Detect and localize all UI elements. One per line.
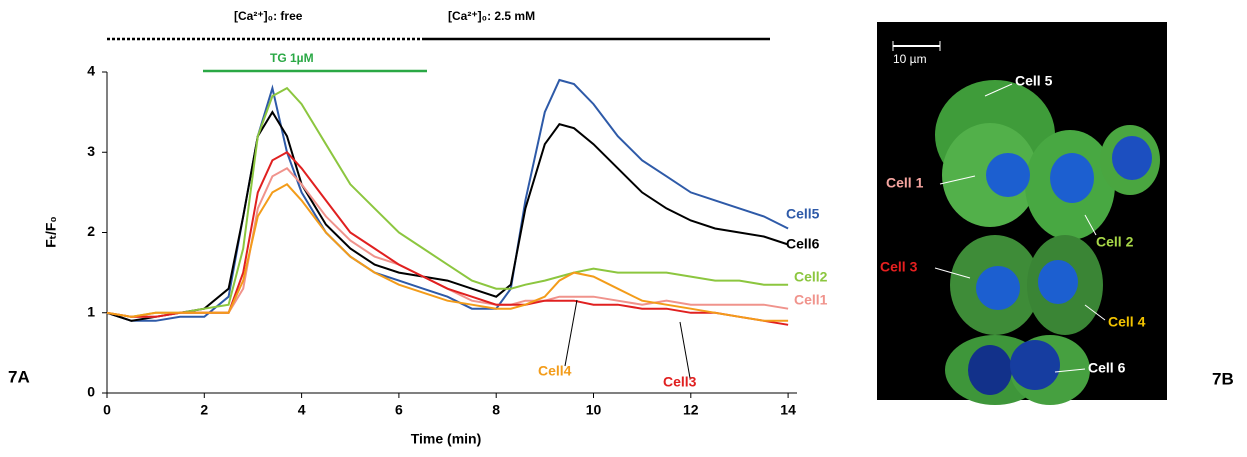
ca-free-label: [Ca²⁺]₀: free (234, 9, 303, 23)
y-tick-label: 4 (87, 63, 95, 79)
series-label: Cell5 (786, 206, 820, 222)
leader-line (564, 299, 578, 367)
y-tick-label: 2 (87, 223, 95, 239)
ca-high-label: [Ca²⁺]₀: 2.5 mM (448, 9, 535, 23)
series-label: Cell4 (538, 363, 572, 379)
leader-line (679, 321, 691, 379)
tg-label: TG 1µM (270, 51, 314, 65)
scale-bar-label: 10 µm (893, 52, 927, 66)
series-label: Cell6 (786, 236, 820, 252)
series-line (106, 110, 789, 322)
leader-lines (934, 83, 1106, 373)
x-tick-label: 8 (492, 402, 500, 418)
micrograph (877, 22, 1167, 405)
cell-label: Cell 4 (1108, 314, 1146, 330)
cell-label: Cell 3 (880, 259, 918, 275)
series-line (106, 183, 789, 322)
cell-label: Cell 1 (886, 175, 924, 191)
series-line (106, 78, 789, 322)
x-tick-label: 12 (683, 402, 699, 418)
x-tick-label: 2 (200, 402, 208, 418)
y-tick-label: 1 (87, 303, 95, 319)
x-tick-label: 4 (298, 402, 306, 418)
x-tick-label: 10 (586, 402, 602, 418)
cell-label: Cell 5 (1015, 73, 1053, 89)
x-tick-label: 0 (103, 402, 111, 418)
x-tick-label: 14 (780, 402, 796, 418)
panel-label: 7A (8, 367, 30, 386)
cell-label: Cell 6 (1088, 360, 1126, 376)
series-line (106, 167, 789, 318)
series-line (106, 151, 789, 326)
y-axis-label: Fₜ/F₀ (43, 216, 59, 247)
panel-label: 7B (1212, 369, 1234, 388)
y-tick-label: 0 (87, 384, 95, 400)
series-line (106, 86, 789, 318)
series-label: Cell2 (794, 269, 828, 285)
x-axis-label: Time (min) (411, 431, 482, 447)
cell-label: Cell 2 (1096, 234, 1134, 250)
y-tick-label: 3 (87, 143, 95, 159)
series-label: Cell3 (663, 374, 697, 390)
x-tick-label: 6 (395, 402, 403, 418)
series-label: Cell1 (794, 292, 828, 308)
